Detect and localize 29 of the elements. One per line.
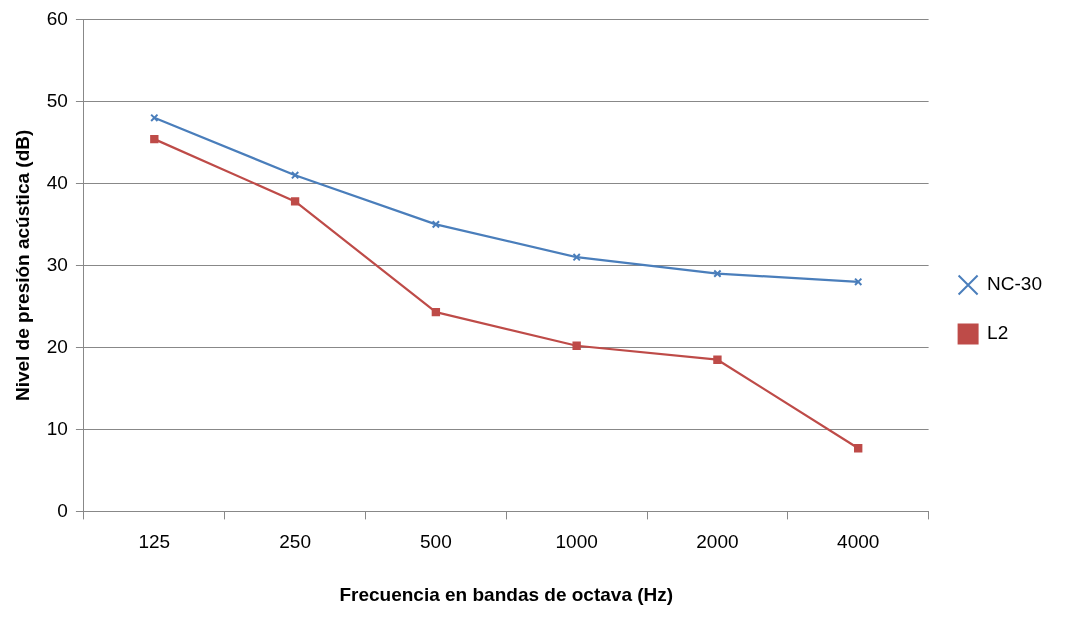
legend-label: L2 <box>987 322 1009 344</box>
y-tick-label: 10 <box>46 417 68 439</box>
x-tick-label: 4000 <box>837 531 880 553</box>
y-tick-label: 30 <box>46 253 68 275</box>
point <box>290 197 300 206</box>
point <box>572 253 581 262</box>
point <box>431 307 441 317</box>
legend-label: NC-30 <box>987 273 1042 295</box>
point <box>854 277 863 286</box>
point <box>290 171 300 180</box>
point <box>854 444 863 453</box>
y-tick-label: 20 <box>46 335 68 357</box>
y-tick-label: 0 <box>57 499 68 521</box>
point <box>713 269 722 278</box>
point <box>150 113 159 122</box>
x-tick-label: 125 <box>138 531 171 553</box>
x-tick-label: 500 <box>420 531 452 553</box>
x-axis-title: Frecuencia en bandas de octava (Hz) <box>339 583 674 605</box>
y-tick-label: 40 <box>46 171 68 193</box>
x-tick-label: 2000 <box>696 531 739 553</box>
x-tick-label: 1000 <box>555 531 598 553</box>
point <box>150 134 159 144</box>
y-tick-label: 60 <box>46 7 68 29</box>
x-tick-label: 250 <box>279 531 311 553</box>
point <box>713 355 722 364</box>
point <box>431 220 441 229</box>
y-axis-title: Nivel de presión acústica (dB) <box>11 129 33 402</box>
y-tick-label: 50 <box>46 89 68 111</box>
point <box>572 341 581 350</box>
